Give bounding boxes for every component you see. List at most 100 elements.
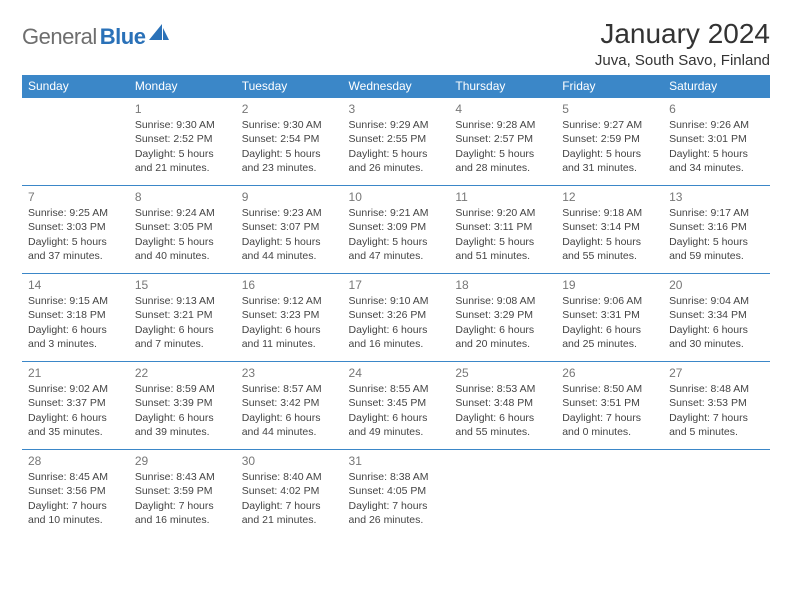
sunrise-text: Sunrise: 9:08 AM <box>455 294 550 308</box>
day-header: Monday <box>129 75 236 98</box>
calendar-day: 7Sunrise: 9:25 AMSunset: 3:03 PMDaylight… <box>22 186 129 274</box>
day-number: 12 <box>562 189 657 205</box>
header: General Blue January 2024 Juva, South Sa… <box>22 18 770 69</box>
calendar-day: 17Sunrise: 9:10 AMSunset: 3:26 PMDayligh… <box>343 274 450 362</box>
day-number: 13 <box>669 189 764 205</box>
daylight-text: Daylight: 5 hours and 47 minutes. <box>349 235 444 263</box>
calendar-day: 2Sunrise: 9:30 AMSunset: 2:54 PMDaylight… <box>236 98 343 186</box>
daylight-text: Daylight: 6 hours and 25 minutes. <box>562 323 657 351</box>
title-block: January 2024 Juva, South Savo, Finland <box>595 18 770 69</box>
calendar-week: 7Sunrise: 9:25 AMSunset: 3:03 PMDaylight… <box>22 186 770 274</box>
calendar-body: 1Sunrise: 9:30 AMSunset: 2:52 PMDaylight… <box>22 98 770 538</box>
calendar-day: 14Sunrise: 9:15 AMSunset: 3:18 PMDayligh… <box>22 274 129 362</box>
day-number: 22 <box>135 365 230 381</box>
logo-word-general: General <box>22 24 97 50</box>
daylight-text: Daylight: 7 hours and 0 minutes. <box>562 411 657 439</box>
calendar-day: 5Sunrise: 9:27 AMSunset: 2:59 PMDaylight… <box>556 98 663 186</box>
sunset-text: Sunset: 3:21 PM <box>135 308 230 322</box>
day-number: 9 <box>242 189 337 205</box>
daylight-text: Daylight: 7 hours and 26 minutes. <box>349 499 444 527</box>
sunrise-text: Sunrise: 8:40 AM <box>242 470 337 484</box>
day-number: 15 <box>135 277 230 293</box>
logo: General Blue <box>22 24 169 50</box>
sunrise-text: Sunrise: 9:29 AM <box>349 118 444 132</box>
day-number: 10 <box>349 189 444 205</box>
sunset-text: Sunset: 3:11 PM <box>455 220 550 234</box>
daylight-text: Daylight: 5 hours and 34 minutes. <box>669 147 764 175</box>
sunset-text: Sunset: 3:51 PM <box>562 396 657 410</box>
month-title: January 2024 <box>595 18 770 50</box>
sunrise-text: Sunrise: 9:04 AM <box>669 294 764 308</box>
sunset-text: Sunset: 2:57 PM <box>455 132 550 146</box>
daylight-text: Daylight: 5 hours and 59 minutes. <box>669 235 764 263</box>
sunrise-text: Sunrise: 8:59 AM <box>135 382 230 396</box>
calendar-day: 15Sunrise: 9:13 AMSunset: 3:21 PMDayligh… <box>129 274 236 362</box>
sunset-text: Sunset: 2:55 PM <box>349 132 444 146</box>
calendar-day: 6Sunrise: 9:26 AMSunset: 3:01 PMDaylight… <box>663 98 770 186</box>
calendar-day: 21Sunrise: 9:02 AMSunset: 3:37 PMDayligh… <box>22 362 129 450</box>
day-header: Wednesday <box>343 75 450 98</box>
sunrise-text: Sunrise: 9:18 AM <box>562 206 657 220</box>
daylight-text: Daylight: 5 hours and 21 minutes. <box>135 147 230 175</box>
daylight-text: Daylight: 7 hours and 21 minutes. <box>242 499 337 527</box>
sunrise-text: Sunrise: 9:10 AM <box>349 294 444 308</box>
day-number: 24 <box>349 365 444 381</box>
calendar-day: 25Sunrise: 8:53 AMSunset: 3:48 PMDayligh… <box>449 362 556 450</box>
sunset-text: Sunset: 3:05 PM <box>135 220 230 234</box>
calendar-day: 27Sunrise: 8:48 AMSunset: 3:53 PMDayligh… <box>663 362 770 450</box>
day-number: 28 <box>28 453 123 469</box>
day-number: 5 <box>562 101 657 117</box>
sunset-text: Sunset: 3:56 PM <box>28 484 123 498</box>
sunset-text: Sunset: 2:52 PM <box>135 132 230 146</box>
sunset-text: Sunset: 3:39 PM <box>135 396 230 410</box>
daylight-text: Daylight: 6 hours and 7 minutes. <box>135 323 230 351</box>
daylight-text: Daylight: 5 hours and 26 minutes. <box>349 147 444 175</box>
sunrise-text: Sunrise: 9:30 AM <box>135 118 230 132</box>
daylight-text: Daylight: 6 hours and 35 minutes. <box>28 411 123 439</box>
daylight-text: Daylight: 7 hours and 10 minutes. <box>28 499 123 527</box>
day-number: 20 <box>669 277 764 293</box>
day-number: 27 <box>669 365 764 381</box>
day-number: 2 <box>242 101 337 117</box>
sunset-text: Sunset: 3:42 PM <box>242 396 337 410</box>
day-number: 6 <box>669 101 764 117</box>
sunrise-text: Sunrise: 9:28 AM <box>455 118 550 132</box>
sunrise-text: Sunrise: 8:43 AM <box>135 470 230 484</box>
daylight-text: Daylight: 6 hours and 20 minutes. <box>455 323 550 351</box>
day-header-row: SundayMondayTuesdayWednesdayThursdayFrid… <box>22 75 770 98</box>
calendar-day: 3Sunrise: 9:29 AMSunset: 2:55 PMDaylight… <box>343 98 450 186</box>
calendar-day: 12Sunrise: 9:18 AMSunset: 3:14 PMDayligh… <box>556 186 663 274</box>
sunrise-text: Sunrise: 8:48 AM <box>669 382 764 396</box>
sunset-text: Sunset: 3:29 PM <box>455 308 550 322</box>
sunrise-text: Sunrise: 9:21 AM <box>349 206 444 220</box>
day-number: 11 <box>455 189 550 205</box>
daylight-text: Daylight: 5 hours and 28 minutes. <box>455 147 550 175</box>
location: Juva, South Savo, Finland <box>595 52 770 69</box>
day-number: 8 <box>135 189 230 205</box>
sunset-text: Sunset: 3:26 PM <box>349 308 444 322</box>
calendar-day: 11Sunrise: 9:20 AMSunset: 3:11 PMDayligh… <box>449 186 556 274</box>
daylight-text: Daylight: 6 hours and 30 minutes. <box>669 323 764 351</box>
calendar-day: 19Sunrise: 9:06 AMSunset: 3:31 PMDayligh… <box>556 274 663 362</box>
daylight-text: Daylight: 6 hours and 44 minutes. <box>242 411 337 439</box>
calendar-day: 22Sunrise: 8:59 AMSunset: 3:39 PMDayligh… <box>129 362 236 450</box>
daylight-text: Daylight: 5 hours and 51 minutes. <box>455 235 550 263</box>
sunset-text: Sunset: 3:45 PM <box>349 396 444 410</box>
calendar-day-empty <box>556 450 663 538</box>
daylight-text: Daylight: 6 hours and 16 minutes. <box>349 323 444 351</box>
sunrise-text: Sunrise: 9:12 AM <box>242 294 337 308</box>
day-number: 1 <box>135 101 230 117</box>
sunrise-text: Sunrise: 9:06 AM <box>562 294 657 308</box>
day-header: Tuesday <box>236 75 343 98</box>
day-header: Thursday <box>449 75 556 98</box>
day-header: Friday <box>556 75 663 98</box>
daylight-text: Daylight: 5 hours and 55 minutes. <box>562 235 657 263</box>
sunrise-text: Sunrise: 9:13 AM <box>135 294 230 308</box>
day-number: 31 <box>349 453 444 469</box>
sunset-text: Sunset: 3:14 PM <box>562 220 657 234</box>
calendar-day: 8Sunrise: 9:24 AMSunset: 3:05 PMDaylight… <box>129 186 236 274</box>
sunset-text: Sunset: 3:23 PM <box>242 308 337 322</box>
sunset-text: Sunset: 3:03 PM <box>28 220 123 234</box>
sunrise-text: Sunrise: 9:27 AM <box>562 118 657 132</box>
calendar-day: 28Sunrise: 8:45 AMSunset: 3:56 PMDayligh… <box>22 450 129 538</box>
